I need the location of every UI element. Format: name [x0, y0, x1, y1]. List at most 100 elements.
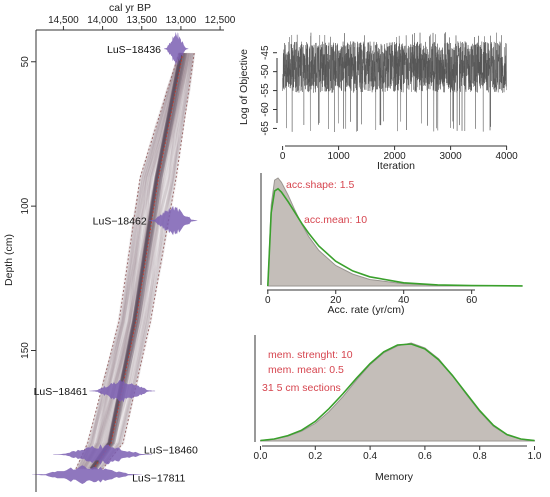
age-model-iteration [96, 52, 194, 470]
annotation-mem-strength: mem. strenght: 10 [268, 349, 353, 361]
age-model-iteration [81, 52, 185, 470]
memory-axis-title: Memory [375, 471, 414, 483]
age-model-iteration [86, 52, 188, 470]
objective-tick-label: -45 [260, 45, 271, 60]
sample-label: LuS−18461 [34, 386, 88, 398]
age-model-iteration [100, 52, 194, 470]
acc-rate-tick-label: 40 [398, 295, 410, 306]
acc-rate-tick-label: 20 [330, 295, 342, 306]
age-model-iteration [90, 52, 190, 470]
age-model-iteration [84, 52, 186, 470]
age-tick-label: 12,500 [205, 15, 236, 26]
age-model-iteration [82, 52, 185, 470]
age-model-iteration [83, 52, 186, 470]
sample-label: LuS−18462 [93, 216, 147, 228]
age-model-iteration [82, 52, 185, 470]
age-model-iteration [77, 52, 183, 470]
accumulation-rate-panel: 0 20 40 60 acc.shape: 1.5 acc.mean: 10 Acc.… [260, 173, 523, 316]
trace-series [282, 32, 507, 133]
age-model-iteration [81, 52, 185, 470]
trace-line [282, 32, 507, 133]
date-distribution [164, 31, 189, 66]
annotation-sections: 31 5 cm sections [262, 382, 341, 394]
age-model-iteration [83, 52, 187, 470]
confidence-envelope [75, 52, 195, 470]
age-model-iteration [101, 52, 196, 470]
age-model-iteration [94, 52, 193, 470]
age-tick-label: 13,500 [126, 15, 157, 26]
age-model-iteration [74, 52, 181, 470]
age-model-iteration [83, 52, 186, 470]
age-axis-ticks: 14,500 14,000 13,500 13,000 12,500 [48, 15, 236, 30]
objective-axis-title: Log of Objective [238, 49, 250, 125]
mcmc-trace-panel: 0 1000 2000 3000 4000 -45 -50 -55 -60 -65 Iterat… [238, 32, 518, 172]
depth-tick-label: 100 [20, 197, 31, 214]
depth-tick-label: 50 [20, 56, 31, 68]
age-model-iteration [90, 52, 192, 470]
age-axis-title: cal yr BP [109, 2, 151, 14]
date-distribution [89, 379, 156, 403]
age-model-iteration [100, 52, 196, 470]
age-tick-label: 13,000 [166, 15, 197, 26]
age-model-iteration [83, 52, 187, 470]
age-model-iteration [93, 52, 192, 470]
memory-tick-label: 0.2 [308, 451, 322, 462]
accumulation-prior-line [267, 187, 523, 287]
age-model-iteration [86, 52, 187, 470]
objective-tick-label: -50 [260, 64, 271, 79]
iteration-axis-ticks: 0 1000 2000 3000 4000 [280, 146, 518, 162]
date-distribution [149, 205, 198, 236]
annotation-acc-mean: acc.mean: 10 [304, 214, 367, 226]
age-model-iteration [94, 52, 192, 470]
age-model-iteration [92, 52, 191, 470]
memory-panel: 0.0 0.2 0.4 0.6 0.8 1.0 mem. strenght: 10 mem… [254, 335, 542, 483]
age-model-iteration [97, 52, 194, 470]
memory-prior-line [260, 343, 535, 442]
acc-rate-tick-label: 60 [466, 295, 478, 306]
age-model-iteration [80, 52, 182, 470]
memory-axis-ticks: 0.0 0.2 0.4 0.6 0.8 1.0 [254, 446, 542, 462]
memory-tick-label: 1.0 [528, 451, 542, 462]
age-model-iteration [85, 52, 187, 470]
age-model-iteration [87, 52, 190, 470]
memory-tick-label: 0.8 [473, 451, 487, 462]
age-model-iteration [87, 52, 188, 470]
acc-rate-tick-label: 0 [265, 295, 271, 306]
depth-axis-title: Depth (cm) [3, 234, 15, 286]
confidence-bound [102, 53, 195, 470]
age-model-iteration [78, 52, 183, 470]
memory-tick-label: 0.6 [418, 451, 432, 462]
sample-label: LuS−18436 [107, 44, 161, 56]
age-model-iteration [91, 52, 191, 470]
age-model-iteration [75, 52, 182, 470]
memory-tick-label: 0.0 [254, 451, 268, 462]
age-model-iteration [92, 52, 191, 470]
age-model-iteration [82, 52, 184, 470]
objective-tick-label: -65 [260, 121, 271, 136]
iteration-tick-label: 3000 [439, 151, 462, 162]
age-model-iteration [80, 52, 184, 470]
age-model-iteration [89, 52, 189, 470]
age-model-iteration [87, 52, 188, 470]
date-distribution [53, 444, 152, 465]
sample-label: LuS−18460 [144, 444, 198, 456]
iteration-tick-label: 2000 [383, 151, 406, 162]
objective-tick-label: -60 [260, 102, 271, 117]
age-model-iteration [93, 52, 193, 470]
age-model-iteration [99, 52, 195, 470]
age-model-iteration [77, 52, 183, 470]
iteration-tick-label: 4000 [495, 151, 518, 162]
age-model-iteration [88, 52, 190, 470]
objective-axis-ticks: -45 -50 -55 -60 -65 [260, 45, 277, 136]
age-model-iteration [87, 52, 188, 470]
age-model-iteration [78, 52, 181, 470]
age-model-iteration [93, 52, 192, 470]
age-model-iteration [94, 52, 192, 470]
age-model-iteration [96, 52, 195, 470]
objective-tick-label: -55 [260, 83, 271, 98]
age-model-iteration [92, 52, 192, 470]
age-model-iteration [82, 52, 184, 470]
age-model-iteration [77, 52, 181, 470]
dated-samples: LuS−18436 LuS−18462 LuS−18461 LuS−18460 LuS−… [32, 31, 198, 485]
